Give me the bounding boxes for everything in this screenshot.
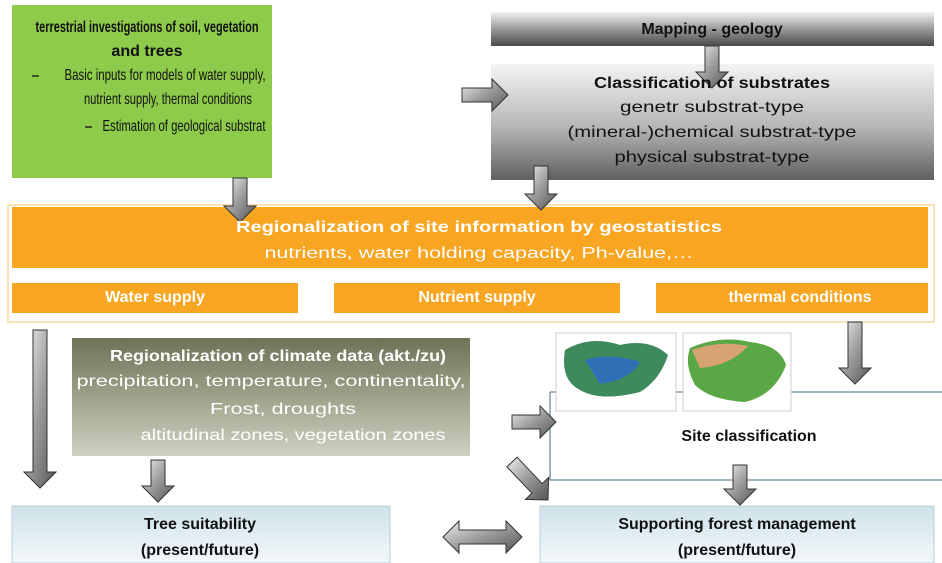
classification-line: physical substrat-type [615, 149, 810, 166]
factor-label: Nutrient supply [418, 289, 535, 306]
item-line: Estimation of geological substrat [103, 118, 266, 135]
arrow [839, 322, 871, 384]
factor-label: Water supply [105, 289, 205, 306]
title-line: and trees [111, 43, 182, 60]
output-line: Tree suitability [144, 516, 256, 533]
title-line: terrestrial investigations of soil, vege… [36, 19, 259, 36]
arrow [724, 465, 756, 505]
climate-line: precipitation, temperature, continentali… [77, 373, 466, 390]
map-image [556, 333, 676, 411]
arrow [507, 457, 549, 500]
classification-title: Classification of substrates [594, 75, 830, 92]
map-image [683, 333, 791, 411]
arrow [24, 330, 56, 488]
classification-line: (mineral-)chemical substrat-type [568, 124, 857, 141]
output-line: Supporting forest management [618, 516, 856, 533]
classification-line: genetr substrat-type [620, 99, 804, 116]
item-line: nutrient supply, thermal conditions [84, 91, 252, 108]
diagram: terrestrial investigations of soil, vege… [0, 0, 942, 563]
output-line: (present/future) [678, 542, 796, 559]
item-line: Basic inputs for models of water supply, [65, 67, 266, 84]
mapping-label: Mapping - geology [641, 21, 782, 38]
arrow [142, 460, 174, 502]
climate-line: altitudinal zones, vegetation zones [141, 427, 446, 444]
output-line: (present/future) [141, 542, 259, 559]
regionalization-title: Regionalization of site information by g… [236, 219, 722, 236]
arrow [512, 406, 556, 438]
regionalization-subtitle: nutrients, water holding capacity, Ph-va… [265, 245, 694, 262]
factor-label: thermal conditions [728, 289, 871, 306]
climate-line: Frost, droughts [210, 401, 356, 418]
site-label: Site classification [681, 428, 816, 445]
arrow [443, 521, 522, 553]
climate-title: Regionalization of climate data (akt./zu… [110, 348, 446, 365]
